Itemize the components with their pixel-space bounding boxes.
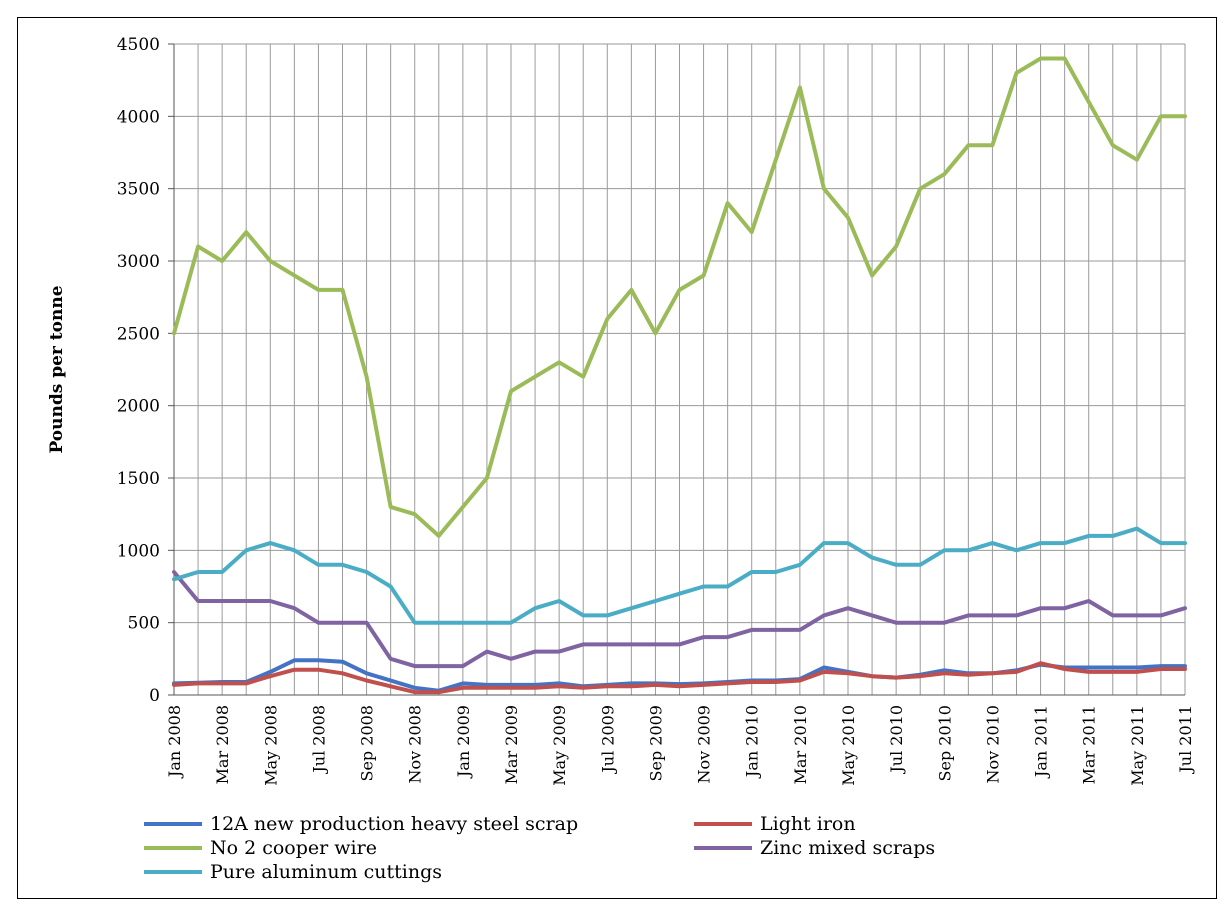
x-tick-label: May 2009 <box>550 705 569 786</box>
x-tick-label: Nov 2008 <box>406 705 425 783</box>
chart-frame: 0 500 1000 1500 2000 2500 3000 3500 4000 4500 Jan … <box>17 17 1217 899</box>
series-line-5 <box>172 526 1187 625</box>
x-tick-label: Jul 2010 <box>887 705 906 775</box>
x-tick-label: Sep 2009 <box>646 705 665 781</box>
x-tick-label: Sep 2010 <box>935 705 954 781</box>
series-line-4 <box>172 570 1187 669</box>
legend-label-1: 12A new production heavy steel scrap <box>210 813 578 835</box>
x-tick-label: May 2008 <box>261 705 280 786</box>
x-tick-label: Mar 2010 <box>791 705 810 784</box>
x-tick-label: Nov 2010 <box>983 705 1002 783</box>
x-tick-label: Jul 2008 <box>309 705 328 775</box>
x-tick-label: Mar 2008 <box>213 705 232 784</box>
y-tick-label: 4000 <box>117 107 160 127</box>
series-line-2 <box>172 661 1187 695</box>
y-tick-label: 4500 <box>117 35 160 55</box>
x-tick-label: Jan 2008 <box>165 705 184 779</box>
y-tick-label: 2000 <box>117 397 160 417</box>
line-chart: 0 500 1000 1500 2000 2500 3000 3500 4000 4500 Jan … <box>47 35 1195 883</box>
legend-label-2: Light iron <box>760 813 856 835</box>
y-tick-label: 2500 <box>117 324 160 344</box>
y-tick-label: 500 <box>128 614 160 634</box>
legend-label-4: Zinc mixed scraps <box>760 837 935 859</box>
x-tick-label: Jul 2011 <box>1176 705 1195 775</box>
x-tick-label: May 2011 <box>1128 705 1147 786</box>
x-tick-label: Jan 2011 <box>1032 705 1051 779</box>
x-tick-label: Mar 2009 <box>502 705 521 784</box>
y-tick-label: 3500 <box>117 180 160 200</box>
x-tick-label: Sep 2008 <box>358 705 377 781</box>
x-tick-label: Jul 2009 <box>598 705 617 775</box>
legend-label-5: Pure aluminum cuttings <box>210 861 442 883</box>
y-axis-label: Pounds per tonne <box>47 285 67 453</box>
x-tick-label: Nov 2009 <box>695 705 714 783</box>
x-tick-label: Mar 2011 <box>1080 705 1099 784</box>
y-tick-label: 1500 <box>117 469 160 489</box>
y-tick-label: 0 <box>149 686 160 706</box>
y-tick-label: 1000 <box>117 541 160 561</box>
x-tick-label: Jan 2009 <box>454 705 473 779</box>
legend-label-3: No 2 cooper wire <box>210 837 377 859</box>
x-tick-label: Jan 2010 <box>743 705 762 779</box>
series-line-3 <box>172 56 1187 538</box>
y-tick-label: 3000 <box>117 252 160 272</box>
x-tick-label: May 2010 <box>839 705 858 786</box>
